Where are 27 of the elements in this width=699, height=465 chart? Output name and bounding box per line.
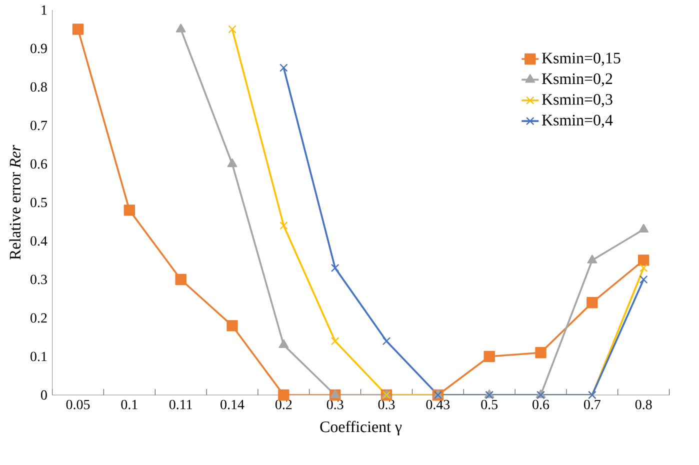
y-tick-label: 0 bbox=[41, 390, 47, 400]
x-tick-label: 0.14 bbox=[220, 400, 244, 410]
y-tick-label: 0.1 bbox=[30, 352, 47, 362]
x-tick-label: 0.2 bbox=[275, 400, 292, 410]
x-axis-title: Coefficient γ bbox=[320, 420, 402, 436]
y-tick-label: 0.3 bbox=[30, 274, 47, 284]
y-tick-label: 0.8 bbox=[30, 82, 47, 92]
y-tick-label: 0.4 bbox=[30, 236, 48, 246]
y-tick-label: 0.9 bbox=[30, 44, 47, 54]
x-tick-label: 0.5 bbox=[481, 400, 498, 410]
x-tick-label: 0.05 bbox=[66, 400, 90, 410]
legend-label: Ksmin=0,4 bbox=[542, 114, 613, 128]
y-tick-label: 0.2 bbox=[30, 313, 47, 323]
y-tick-label: 0.6 bbox=[30, 159, 48, 169]
x-tick-label: 0.6 bbox=[532, 400, 550, 410]
x-tick-label: 0.43 bbox=[426, 400, 450, 410]
legend-label: Ksmin=0,3 bbox=[542, 94, 612, 108]
x-tick-label: 0.11 bbox=[169, 400, 192, 410]
x-tick-label: 0.7 bbox=[584, 400, 600, 410]
legend-label: Ksmin=0,15 bbox=[542, 52, 620, 66]
y-tick-label: 0.5 bbox=[30, 198, 47, 208]
y-axis-title: Relative error Rer bbox=[9, 144, 21, 260]
y-tick-label: 0.7 bbox=[30, 120, 48, 130]
x-tick-label: 0.1 bbox=[121, 400, 138, 410]
legend-label: Ksmin=0,2 bbox=[542, 73, 612, 86]
x-tick-label: 0.8 bbox=[635, 400, 652, 410]
y-tick-label: 1 bbox=[42, 5, 47, 15]
